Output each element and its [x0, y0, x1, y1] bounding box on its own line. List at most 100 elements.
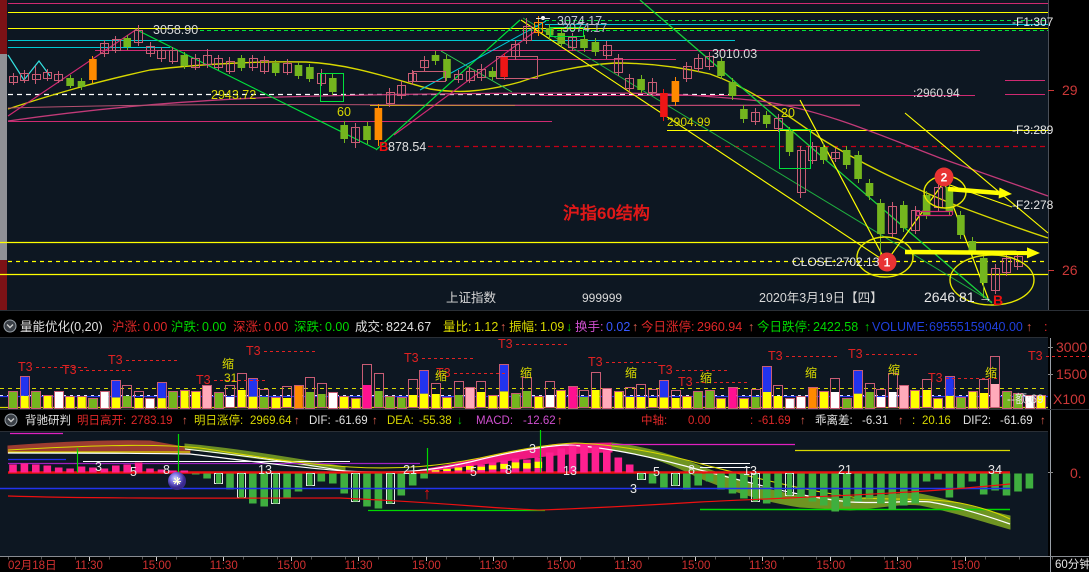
- svg-text:今日涨停:: 今日涨停:: [641, 319, 694, 334]
- svg-text:换手:: 换手:: [575, 320, 603, 334]
- svg-text:-F1:307: -F1:307: [1012, 15, 1054, 29]
- svg-text:60: 60: [337, 105, 351, 119]
- svg-text:T3: T3: [928, 371, 943, 385]
- svg-text:-6.31: -6.31: [862, 415, 888, 427]
- svg-text:↑: ↑: [423, 484, 432, 503]
- svg-text:↑: ↑: [372, 415, 378, 427]
- svg-text:-61.69: -61.69: [1000, 415, 1033, 427]
- svg-text:↑: ↑: [864, 320, 870, 334]
- svg-text:2020年3月19日【四】: 2020年3月19日【四】: [759, 291, 883, 305]
- svg-text:MACD:: MACD:: [476, 415, 513, 427]
- svg-text:13: 13: [258, 463, 272, 477]
- svg-text:0.02: 0.02: [606, 320, 630, 334]
- svg-text:29: 29: [1062, 82, 1078, 98]
- svg-text:0.00: 0.00: [202, 320, 226, 334]
- svg-text:3058.90: 3058.90: [153, 23, 198, 37]
- svg-text:0.00: 0.00: [325, 320, 349, 334]
- svg-text:999999: 999999: [582, 291, 622, 305]
- svg-text:成交:: 成交:: [355, 319, 383, 334]
- svg-text:↑: ↑: [500, 320, 506, 334]
- svg-text:背驰研判: 背驰研判: [25, 413, 71, 427]
- svg-text:明日涨停:: 明日涨停:: [194, 413, 243, 427]
- svg-text:11:30: 11:30: [614, 560, 642, 572]
- svg-text:DEA:: DEA:: [387, 415, 414, 427]
- svg-text:-61.69: -61.69: [758, 415, 791, 427]
- svg-text:↑: ↑: [632, 320, 638, 334]
- svg-text:5: 5: [470, 465, 477, 479]
- svg-text:T3: T3: [588, 355, 603, 369]
- svg-text:缩: 缩: [625, 365, 637, 380]
- svg-text:3074.17: 3074.17: [557, 14, 602, 28]
- svg-text:15:00: 15:00: [816, 560, 845, 572]
- svg-text:-61.69: -61.69: [335, 415, 368, 427]
- svg-text:T3: T3: [404, 351, 419, 365]
- svg-text:15:00: 15:00: [277, 560, 306, 572]
- svg-text:VOLUME:: VOLUME:: [872, 320, 928, 334]
- svg-text:60分钟: 60分钟: [1055, 557, 1089, 571]
- svg-text:2904.99: 2904.99: [667, 115, 711, 129]
- svg-text:15:00: 15:00: [547, 560, 576, 572]
- svg-text:5: 5: [130, 465, 137, 479]
- svg-text:量比:: 量比:: [443, 320, 471, 334]
- svg-text:21: 21: [838, 463, 852, 477]
- svg-text:-F2:278: -F2:278: [1012, 198, 1054, 212]
- svg-text:878.54: 878.54: [388, 140, 426, 154]
- svg-text:今日跌停:: 今日跌停:: [757, 319, 810, 334]
- svg-text:1: 1: [884, 256, 891, 270]
- svg-text:T3: T3: [436, 366, 451, 380]
- svg-text:↓: ↓: [566, 320, 572, 334]
- svg-text::2960.94: :2960.94: [913, 86, 960, 100]
- svg-text:11:30: 11:30: [75, 560, 103, 572]
- svg-text:1.09: 1.09: [540, 320, 564, 334]
- svg-text:T3: T3: [678, 375, 693, 389]
- svg-text:2943.72: 2943.72: [211, 88, 256, 102]
- svg-text:21: 21: [403, 463, 417, 477]
- svg-text:T3: T3: [768, 349, 783, 363]
- svg-text:深跌:: 深跌:: [294, 319, 322, 334]
- svg-text::: :: [750, 415, 753, 427]
- svg-text:2646.81 →: 2646.81 →: [924, 289, 993, 305]
- svg-text:20.16: 20.16: [922, 415, 951, 427]
- svg-text:15:00: 15:00: [412, 560, 441, 572]
- svg-text:2969.64: 2969.64: [250, 415, 292, 427]
- svg-text:13: 13: [563, 464, 577, 478]
- svg-text:3: 3: [630, 482, 637, 496]
- svg-text::: :: [1044, 320, 1047, 334]
- svg-text:-55.38: -55.38: [419, 415, 452, 427]
- svg-text:11:30: 11:30: [749, 560, 777, 572]
- svg-text:02月18日: 02月18日: [8, 560, 57, 572]
- svg-text:T3: T3: [62, 363, 77, 377]
- svg-text:8: 8: [688, 463, 695, 477]
- svg-text:2960.94: 2960.94: [697, 320, 742, 334]
- svg-text:T3: T3: [108, 353, 123, 367]
- svg-text:T3: T3: [658, 363, 673, 377]
- svg-text:69555159040.00: 69555159040.00: [929, 320, 1023, 334]
- svg-text:↓: ↓: [457, 415, 463, 427]
- svg-text:T3: T3: [18, 360, 33, 374]
- svg-text:1500: 1500: [1056, 366, 1087, 382]
- svg-text:11:30: 11:30: [479, 560, 507, 572]
- svg-text:↑: ↑: [182, 415, 188, 427]
- svg-text:15:00: 15:00: [951, 560, 980, 572]
- svg-text:3: 3: [95, 460, 102, 474]
- svg-text:缩: 缩: [700, 370, 712, 385]
- svg-text:DIF:: DIF:: [309, 415, 331, 427]
- svg-text:↑: ↑: [800, 415, 806, 427]
- svg-text:8: 8: [505, 463, 512, 477]
- svg-text:X100: X100: [1053, 391, 1086, 407]
- svg-text:缩: 缩: [435, 368, 447, 383]
- svg-text:乖离差:: 乖离差:: [815, 413, 853, 427]
- svg-text:0.00: 0.00: [264, 320, 288, 334]
- svg-text:--额:69: --额:69: [1007, 392, 1044, 406]
- svg-text:CLOSE:2702.13: CLOSE:2702.13: [792, 255, 880, 269]
- svg-text:15:00: 15:00: [142, 560, 171, 572]
- svg-text:沪涨:: 沪涨:: [112, 319, 140, 334]
- svg-text:中轴:: 中轴:: [641, 413, 667, 427]
- svg-text:明日高开:: 明日高开:: [77, 413, 126, 427]
- svg-text:20: 20: [781, 106, 795, 120]
- svg-text:B: B: [993, 292, 1003, 308]
- svg-text:缩: 缩: [888, 362, 900, 377]
- svg-text:沪指60结构: 沪指60结构: [563, 203, 650, 223]
- svg-text:3: 3: [529, 442, 536, 456]
- svg-text:3000: 3000: [1056, 339, 1087, 355]
